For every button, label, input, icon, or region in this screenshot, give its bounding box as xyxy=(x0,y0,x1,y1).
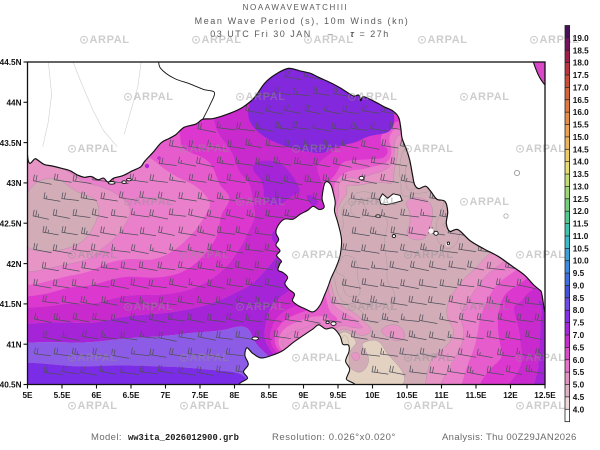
svg-text:ww3ita_2026012900.grb: ww3ita_2026012900.grb xyxy=(128,433,239,443)
svg-text:Resolution: 0.026°x0.020°: Resolution: 0.026°x0.020° xyxy=(272,432,396,443)
svg-text:ARPAL: ARPAL xyxy=(470,91,510,103)
svg-text:ARPAL: ARPAL xyxy=(358,91,398,103)
svg-text:43N: 43N xyxy=(6,179,21,188)
svg-text:6.5E: 6.5E xyxy=(123,391,140,400)
svg-text:16.5: 16.5 xyxy=(573,96,589,105)
svg-text:11.5: 11.5 xyxy=(573,220,589,229)
svg-text:42.5N: 42.5N xyxy=(0,219,22,228)
svg-text:ARPAL: ARPAL xyxy=(78,400,118,412)
svg-text:ARPAL: ARPAL xyxy=(78,143,118,155)
svg-text:10E: 10E xyxy=(365,391,380,400)
svg-text:13.5: 13.5 xyxy=(573,170,589,179)
svg-text:18.5: 18.5 xyxy=(573,46,589,55)
svg-text:ARPAL: ARPAL xyxy=(134,91,174,103)
svg-text:ARPAL: ARPAL xyxy=(414,143,454,155)
svg-text:44N: 44N xyxy=(6,99,21,108)
svg-text:10.5: 10.5 xyxy=(573,244,589,253)
svg-text:ARPAL: ARPAL xyxy=(190,352,230,364)
svg-text:11.0: 11.0 xyxy=(573,232,589,241)
svg-text:ARPAL: ARPAL xyxy=(302,352,342,364)
svg-text:ARPAL: ARPAL xyxy=(134,301,174,313)
svg-text:ARPAL: ARPAL xyxy=(190,400,230,412)
svg-text:41.5N: 41.5N xyxy=(0,300,22,309)
svg-text:ARPAL: ARPAL xyxy=(302,400,342,412)
svg-text:13.0: 13.0 xyxy=(573,182,589,191)
svg-text:19.0: 19.0 xyxy=(573,34,589,43)
svg-text:ARPAL: ARPAL xyxy=(470,301,510,313)
svg-text:9.5E: 9.5E xyxy=(330,391,347,400)
svg-text:14.5: 14.5 xyxy=(573,145,589,154)
svg-text:15.0: 15.0 xyxy=(573,133,589,142)
svg-text:15.5: 15.5 xyxy=(573,121,589,130)
svg-text:41N: 41N xyxy=(6,340,21,349)
svg-text:6.5: 6.5 xyxy=(573,343,585,352)
svg-text:ARPAL: ARPAL xyxy=(302,249,342,261)
svg-text:ARPAL: ARPAL xyxy=(78,352,118,364)
svg-text:ARPAL: ARPAL xyxy=(302,143,342,155)
svg-text:42N: 42N xyxy=(6,260,21,269)
svg-text:40.5N: 40.5N xyxy=(0,381,22,390)
svg-text:ARPAL: ARPAL xyxy=(90,34,130,46)
svg-text:ARPAL: ARPAL xyxy=(246,301,286,313)
svg-text:ARPAL: ARPAL xyxy=(526,400,566,412)
svg-text:6E: 6E xyxy=(91,391,102,400)
svg-text:12.0: 12.0 xyxy=(573,207,589,216)
svg-text:5.0: 5.0 xyxy=(573,381,585,390)
svg-text:8.5E: 8.5E xyxy=(261,391,278,400)
svg-text:ARPAL: ARPAL xyxy=(314,34,354,46)
svg-text:7.5: 7.5 xyxy=(573,319,585,328)
svg-text:44.5N: 44.5N xyxy=(0,58,22,67)
svg-text:ARPAL: ARPAL xyxy=(134,196,174,208)
svg-text:43.5N: 43.5N xyxy=(0,139,22,148)
svg-text:ARPAL: ARPAL xyxy=(470,196,510,208)
svg-text:9.0: 9.0 xyxy=(573,281,585,290)
svg-text:10.0: 10.0 xyxy=(573,257,589,266)
svg-text:ARPAL: ARPAL xyxy=(190,249,230,261)
svg-text:8E: 8E xyxy=(229,391,240,400)
svg-text:9E: 9E xyxy=(298,391,309,400)
svg-text:ARPAL: ARPAL xyxy=(358,301,398,313)
svg-text:ARPAL: ARPAL xyxy=(414,400,454,412)
svg-text:ARPAL: ARPAL xyxy=(202,34,242,46)
svg-text:11E: 11E xyxy=(434,391,449,400)
svg-text:17.5: 17.5 xyxy=(573,71,589,80)
svg-text:6.0: 6.0 xyxy=(573,356,585,365)
svg-text:16.0: 16.0 xyxy=(573,108,589,117)
svg-text:7.5E: 7.5E xyxy=(192,391,209,400)
svg-text:17.0: 17.0 xyxy=(573,83,589,92)
svg-text:5.5E: 5.5E xyxy=(54,391,71,400)
svg-text:10.5E: 10.5E xyxy=(396,391,418,400)
svg-text:8.0: 8.0 xyxy=(573,306,585,315)
svg-text:18.0: 18.0 xyxy=(573,59,589,68)
svg-text:5.5: 5.5 xyxy=(573,368,585,377)
svg-text:4.0: 4.0 xyxy=(573,405,585,414)
svg-text:ARPAL: ARPAL xyxy=(246,196,286,208)
svg-text:ARPAL: ARPAL xyxy=(414,249,454,261)
svg-text:Analysis: Thu 00Z29JAN2026: Analysis: Thu 00Z29JAN2026 xyxy=(442,432,577,443)
svg-text:ARPAL: ARPAL xyxy=(78,249,118,261)
svg-text:14.0: 14.0 xyxy=(573,158,589,167)
svg-text:ARPAL: ARPAL xyxy=(414,352,454,364)
svg-text:4.5: 4.5 xyxy=(573,393,585,402)
svg-text:12E: 12E xyxy=(503,391,518,400)
svg-text:12.5: 12.5 xyxy=(573,195,589,204)
svg-text:5E: 5E xyxy=(22,391,33,400)
svg-text:ARPAL: ARPAL xyxy=(190,143,230,155)
svg-text:Model:: Model: xyxy=(91,432,122,443)
svg-text:12.5E: 12.5E xyxy=(534,391,556,400)
svg-text:7.0: 7.0 xyxy=(573,331,585,340)
svg-text:9.5: 9.5 xyxy=(573,269,585,278)
svg-text:8.5: 8.5 xyxy=(573,294,585,303)
svg-text:ARPAL: ARPAL xyxy=(428,34,468,46)
svg-text:ARPAL: ARPAL xyxy=(246,91,286,103)
svg-text:ARPAL: ARPAL xyxy=(358,196,398,208)
svg-text:7E: 7E xyxy=(160,391,171,400)
svg-text:11.5E: 11.5E xyxy=(466,391,487,400)
